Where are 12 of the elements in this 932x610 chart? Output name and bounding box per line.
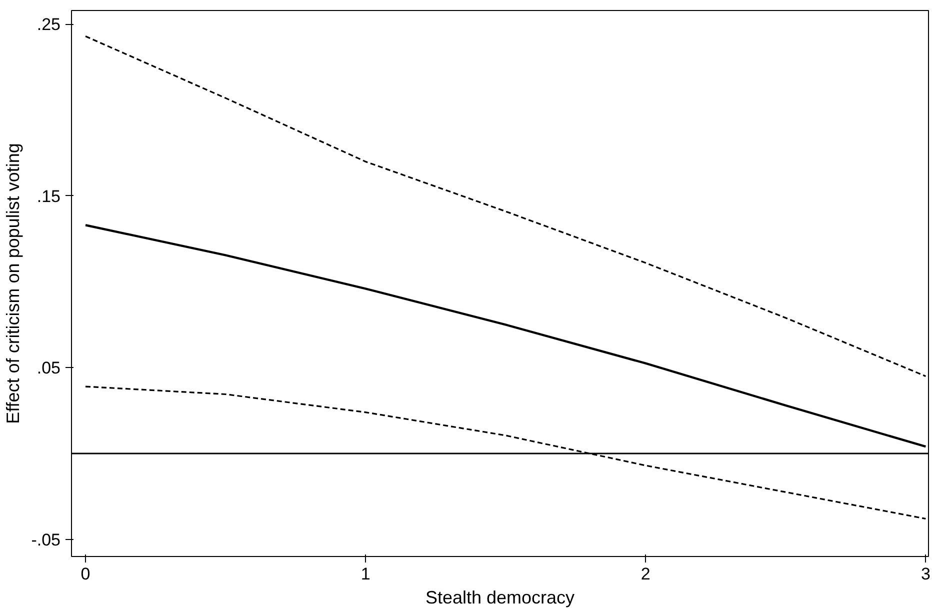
- y-tick-label: .25: [36, 15, 61, 34]
- y-tick-label: .05: [36, 358, 61, 378]
- x-tick-label: 3: [920, 564, 930, 584]
- y-tick-label: .15: [36, 186, 61, 206]
- x-tick-label: 0: [80, 564, 90, 584]
- line-series: [84, 224, 927, 448]
- y-axis-title: Effect of criticism on populist voting: [3, 143, 24, 424]
- x-tick-label: 2: [640, 564, 650, 584]
- x-axis-title: Stealth democracy: [425, 588, 575, 608]
- y-tick-label: -.05: [31, 530, 61, 550]
- x-tick-label: 1: [360, 564, 370, 584]
- line-series: [84, 35, 926, 378]
